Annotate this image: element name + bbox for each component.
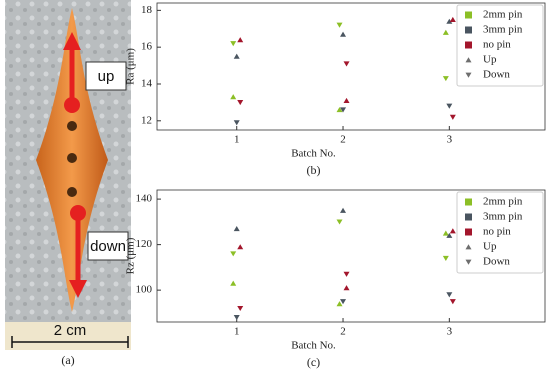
legend-label: Down — [483, 256, 510, 268]
legend-label: 2mm pin — [483, 196, 523, 208]
data-point — [340, 299, 347, 305]
y-axis-label: Rz (μm) — [125, 237, 137, 274]
legend-label: Up — [483, 54, 497, 66]
data-point — [336, 22, 343, 28]
data-point — [343, 97, 350, 103]
legend — [456, 4, 544, 87]
y-tick-label: 140 — [136, 193, 153, 205]
y-tick-label: 18 — [141, 4, 153, 16]
x-tick-label: 1 — [234, 326, 240, 338]
legend-swatch — [465, 26, 472, 34]
data-point — [237, 305, 244, 312]
data-point — [446, 103, 453, 109]
data-point — [233, 120, 240, 126]
legend-swatch — [465, 198, 472, 206]
data-point — [449, 299, 456, 305]
data-point — [230, 94, 237, 100]
data-point — [233, 53, 240, 59]
x-tick-label: 2 — [340, 326, 346, 338]
legend-marker — [465, 244, 472, 250]
data-point — [237, 244, 244, 250]
y-tick-label: 100 — [136, 284, 153, 296]
data-point — [446, 292, 453, 298]
scale-label: 2 cm — [54, 322, 87, 339]
x-tick-label: 2 — [340, 134, 346, 146]
legend-swatch — [465, 41, 472, 49]
y-tick-label: 14 — [141, 78, 153, 90]
legend-label: 3mm pin — [483, 211, 523, 223]
arrow-label: up — [98, 68, 115, 85]
x-tick-label: 1 — [234, 134, 240, 146]
legend-label: Down — [483, 69, 510, 81]
data-point — [343, 271, 350, 277]
x-tick-label: 3 — [447, 326, 453, 338]
caption: (a) — [61, 353, 74, 367]
y-tick-label: 16 — [141, 41, 153, 53]
data-point — [449, 114, 456, 120]
data-point — [343, 285, 350, 291]
data-point — [442, 230, 449, 236]
legend-label: 3mm pin — [483, 24, 523, 36]
data-point — [340, 107, 347, 113]
data-point — [340, 31, 347, 37]
y-axis-label: Ra (μm) — [125, 48, 137, 85]
caption: (b) — [307, 163, 321, 177]
data-point — [336, 219, 343, 225]
caption: (c) — [307, 355, 320, 369]
data-point — [442, 76, 449, 82]
data-point — [230, 41, 237, 47]
photo: up down 2 cm (a) — [5, 0, 131, 367]
data-point — [237, 99, 244, 106]
legend — [456, 191, 544, 274]
data-point — [230, 280, 237, 286]
legend-label: no pin — [483, 226, 511, 238]
legend-swatch — [465, 228, 472, 236]
legend-label: Up — [483, 241, 497, 253]
legend-marker — [465, 57, 472, 63]
data-point — [446, 232, 453, 238]
data-point — [336, 301, 343, 307]
data-point — [343, 61, 350, 67]
data-point — [237, 37, 244, 43]
y-tick-label: 12 — [141, 114, 152, 126]
y-tick-label: 120 — [136, 238, 153, 250]
x-tick-label: 3 — [447, 134, 453, 146]
data-point — [449, 228, 456, 234]
legend-marker — [465, 259, 472, 265]
legend-marker — [465, 72, 472, 78]
data-point — [233, 315, 240, 321]
plot-frame — [156, 2, 546, 131]
legend-label: no pin — [483, 39, 511, 51]
legend-label: 2mm pin — [483, 9, 523, 21]
data-point — [233, 225, 240, 232]
plot-frame — [156, 189, 546, 323]
data-point — [442, 29, 449, 35]
x-axis-label: Batch No. — [291, 148, 336, 160]
data-point — [336, 107, 343, 113]
data-point — [230, 251, 237, 257]
arrow-label: down — [90, 238, 126, 255]
legend-swatch — [465, 11, 472, 19]
legend-swatch — [465, 213, 472, 221]
data-point — [446, 18, 453, 24]
x-axis-label: Batch No. — [291, 340, 336, 352]
data-point — [340, 207, 347, 213]
data-point — [442, 255, 449, 261]
data-point — [449, 16, 456, 22]
